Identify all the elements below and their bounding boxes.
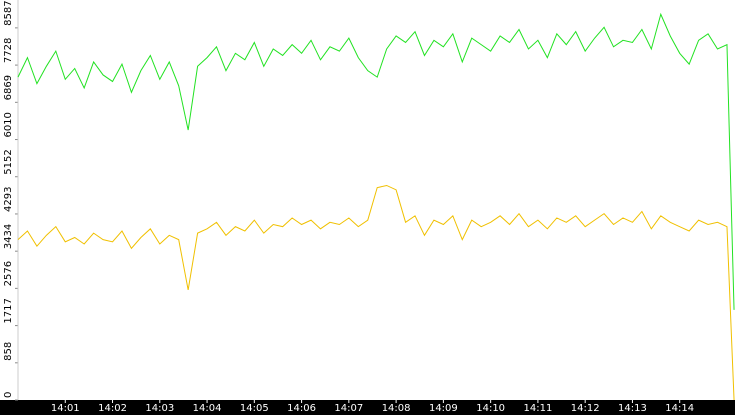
x-tick-label: 14:10 <box>476 403 505 414</box>
x-tick-label: 14:13 <box>618 403 647 414</box>
series-line <box>17 12 735 310</box>
x-tick-label: 14:09 <box>429 403 458 414</box>
x-axis-bar <box>0 400 735 415</box>
y-tick-label: 7728 <box>3 38 14 63</box>
y-tick-label: 858 <box>3 342 14 361</box>
x-tick-label: 14:05 <box>240 403 269 414</box>
x-tick-label: 14:12 <box>571 403 600 414</box>
y-tick-label: 1717 <box>3 298 14 323</box>
y-tick-label: 2576 <box>3 261 14 286</box>
x-tick-label: 14:04 <box>193 403 222 414</box>
x-tick-label: 14:11 <box>523 403 552 414</box>
x-tick-label: 14:02 <box>98 403 127 414</box>
x-tick-label: 14:06 <box>287 403 316 414</box>
y-tick-label: 6869 <box>3 75 14 100</box>
y-tick-label: 3434 <box>3 224 14 249</box>
x-tick-label: 14:01 <box>51 403 80 414</box>
x-tick-label: 14:07 <box>334 403 363 414</box>
y-tick-label: 0 <box>3 392 14 398</box>
x-tick-label: 14:08 <box>382 403 411 414</box>
y-tick-label: 4293 <box>3 187 14 212</box>
y-tick-label: 5152 <box>3 149 14 174</box>
x-tick-label: 14:03 <box>145 403 174 414</box>
y-tick-label: 8587 <box>3 0 14 25</box>
series-line <box>17 184 735 401</box>
x-tick-label: 14:14 <box>665 403 694 414</box>
y-tick-label: 6010 <box>3 112 14 137</box>
